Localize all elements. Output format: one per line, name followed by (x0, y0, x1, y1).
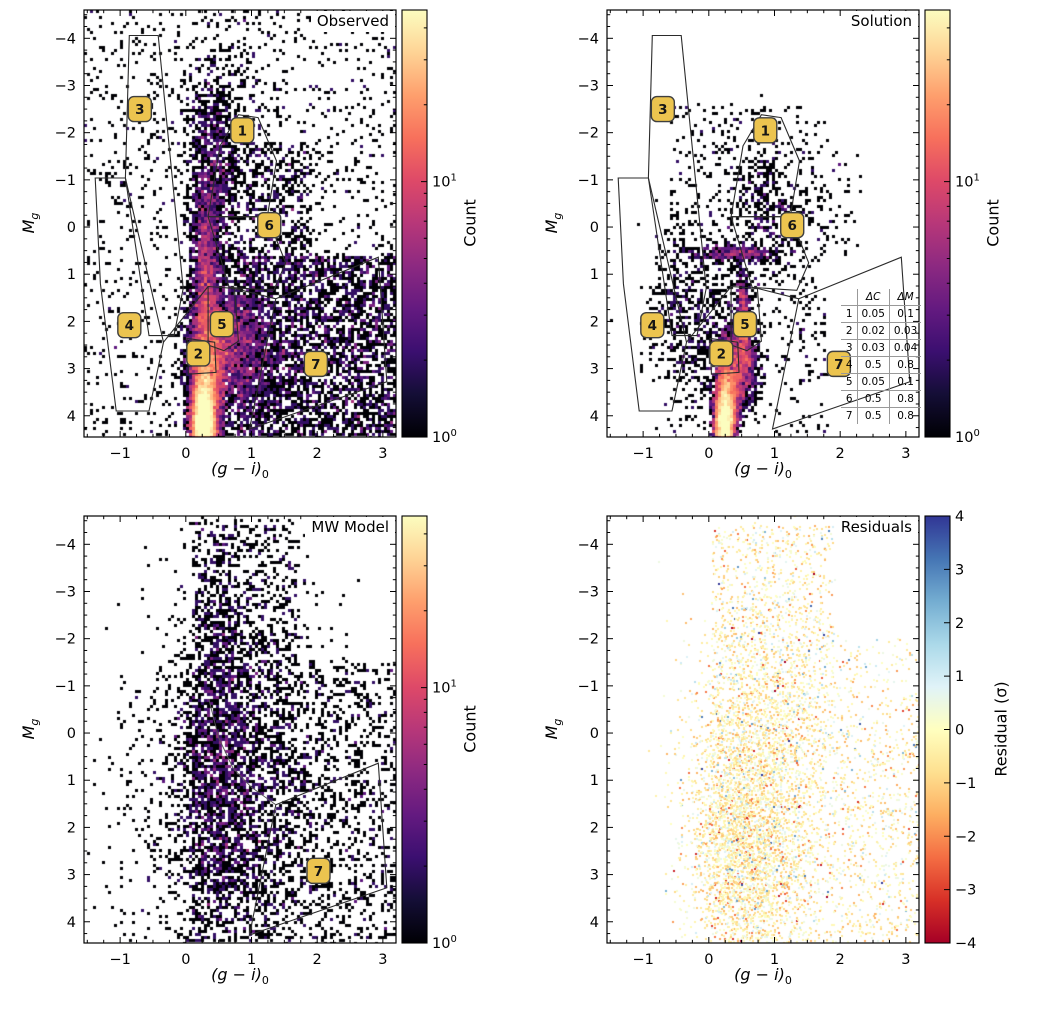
y-tick-label: 3 (590, 868, 599, 884)
y-tick-label: 4 (590, 409, 599, 425)
y-tick-label: 1 (67, 773, 76, 789)
y-tick-label: 1 (590, 267, 599, 283)
y-tick-label: −1 (55, 173, 76, 189)
colorbar-tick-label: 100 (432, 428, 457, 446)
colorbar-tick-label: 3 (955, 562, 964, 578)
panel-title-observed: Observed (310, 11, 395, 32)
x-axis-label: (g − i)0 (734, 965, 792, 988)
colorbar-tick-label: 0 (955, 723, 964, 739)
colorbar-tick-label: 100 (432, 934, 457, 952)
colorbar-gradient (924, 9, 951, 438)
y-tick-label: 0 (590, 726, 599, 742)
y-tick-label: 3 (67, 868, 76, 884)
colorbar-tick-label: 101 (955, 173, 980, 191)
y-tick-label: −4 (578, 31, 599, 47)
colorbar: 4 3 2 1 0 −1 −2 −3 −4 (924, 509, 976, 952)
y-axis-label: Mg (541, 212, 565, 234)
y-tick-label: −2 (55, 632, 76, 648)
colorbar-label-count: Count (460, 199, 480, 247)
colorbar: 100 101 (924, 9, 980, 446)
y-tick-label: −4 (578, 537, 599, 553)
y-tick-label: 4 (590, 915, 599, 931)
colorbar-tick-label: −2 (955, 829, 976, 845)
table-header-row: ΔC ΔM (841, 289, 922, 306)
y-tick-label: 2 (67, 820, 76, 836)
colorbar-tick-label: 1 (955, 669, 964, 685)
colorbar-gradient (401, 515, 428, 944)
table-row: 1 0.05 0.1 (841, 305, 922, 323)
panel-title-mw-model: MW Model (305, 517, 395, 538)
panel-residuals: −1 0 1 2 3 −4 −3 −2 −1 0 1 2 3 4 4 3 2 1 0 −1 −2 −3 −4 Residua… (523, 506, 1046, 1012)
y-tick-label: −2 (55, 126, 76, 142)
panel-title-residuals: Residuals (834, 517, 918, 538)
y-tick-label: 2 (67, 314, 76, 330)
colorbar-tick-label: 101 (432, 173, 457, 191)
y-tick-label: 3 (590, 362, 599, 378)
colorbar-tick-label: −3 (955, 883, 976, 899)
colorbar-label-residual: Residual (σ) (991, 681, 1011, 777)
y-tick-label: −1 (578, 173, 599, 189)
y-tick-label: 4 (67, 409, 76, 425)
panel-mw-model: −1 0 1 2 3 −4 −3 −2 −1 0 1 2 3 4 100 101 7 MW Model (g −… (0, 506, 523, 1012)
colorbar-tick-label: 4 (955, 509, 964, 525)
y-tick-label: 0 (67, 220, 76, 236)
colorbar-tick-label: 101 (432, 679, 457, 697)
y-tick-label: −2 (578, 126, 599, 142)
y-tick-label: 2 (590, 314, 599, 330)
y-tick-label: −3 (578, 584, 599, 600)
colorbar-label-count: Count (983, 199, 1003, 247)
y-tick-label: −3 (578, 78, 599, 94)
y-tick-label: −3 (55, 584, 76, 600)
observed-density-canvas (84, 10, 396, 437)
colorbar-tick-label: −1 (955, 776, 976, 792)
y-axis-label: Mg (541, 718, 565, 740)
y-tick-label: −4 (55, 31, 76, 47)
colorbar-tick-label: −4 (955, 936, 976, 952)
colorbar-label-count: Count (460, 705, 480, 753)
table-row: 4 0.5 0.8 (841, 356, 922, 374)
table-row: 6 0.5 0.8 (841, 390, 922, 408)
y-tick-label: 2 (590, 820, 599, 836)
y-tick-label: −1 (55, 679, 76, 695)
col-header-dm: ΔM (888, 289, 922, 306)
table-row: 2 0.02 0.03 (841, 322, 922, 340)
colorbar-gradient (924, 515, 951, 944)
y-tick-label: 3 (67, 362, 76, 378)
col-header-dc: ΔC (856, 289, 890, 306)
y-tick-label: −3 (55, 78, 76, 94)
panel-observed: −1 0 1 2 3 −4 −3 −2 −1 0 1 2 3 4 100 101 1 2 3 4 5 6 7 Observe… (0, 0, 523, 506)
y-tick-label: −4 (55, 537, 76, 553)
y-tick-label: −2 (578, 632, 599, 648)
x-axis-label: (g − i)0 (734, 459, 792, 482)
table-row: 7 0.5 0.8 (841, 407, 922, 424)
y-tick-label: 1 (590, 773, 599, 789)
colorbar: 100 101 (401, 9, 457, 446)
y-tick-label: 1 (67, 267, 76, 283)
y-tick-label: −1 (578, 679, 599, 695)
y-axis-label: Mg (18, 212, 42, 234)
solution-offsets-table: ΔC ΔM 1 0.05 0.1 2 0.02 0.03 3 0.03 0.04… (841, 289, 922, 424)
y-tick-label: 0 (590, 220, 599, 236)
colorbar: 100 101 (401, 515, 457, 952)
colorbar-gradient (401, 9, 428, 438)
residuals-scatter-canvas (607, 516, 919, 943)
x-axis-label: (g − i)0 (211, 459, 269, 482)
x-axis-label: (g − i)0 (211, 965, 269, 988)
colorbar-tick-label: 100 (955, 428, 980, 446)
y-tick-label: 0 (67, 726, 76, 742)
panel-title-solution: Solution (844, 11, 918, 32)
colorbar-tick-label: 2 (955, 616, 964, 632)
panel-solution: −1 0 1 2 3 −4 −3 −2 −1 0 1 2 3 4 100 101 1 2 3 4 5 6 7 Solutio… (523, 0, 1046, 506)
y-axis-label: Mg (18, 718, 42, 740)
mw-model-density-canvas (84, 516, 396, 943)
y-tick-label: 4 (67, 915, 76, 931)
table-row: 5 0.05 0.1 (841, 373, 922, 391)
table-row: 3 0.03 0.04 (841, 339, 922, 357)
